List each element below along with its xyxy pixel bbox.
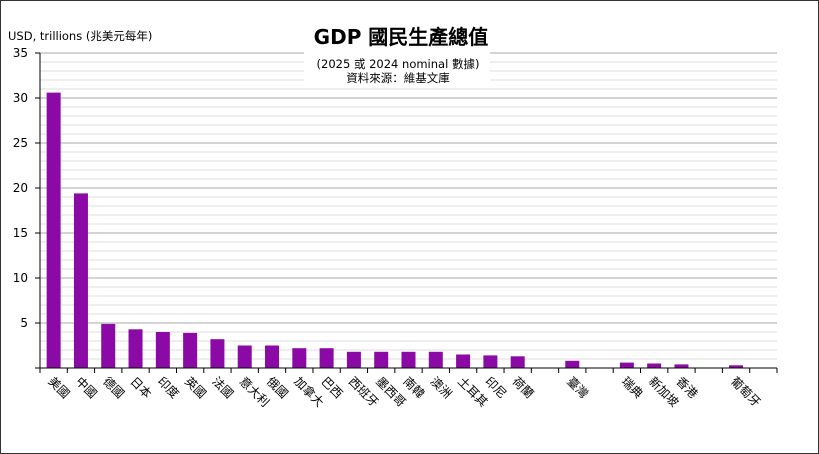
category-label: 荷蘭 — [510, 374, 537, 401]
bar — [237, 345, 252, 368]
category-label: 日本 — [127, 374, 154, 401]
category-label: 加拿大 — [291, 374, 327, 410]
category-label: 中國 — [73, 374, 101, 402]
bar — [73, 193, 88, 368]
category-label: 德國 — [100, 374, 128, 402]
bar — [292, 348, 307, 368]
bar — [456, 354, 471, 368]
bar — [647, 363, 662, 368]
category-label: 英國 — [182, 374, 209, 401]
bar — [619, 362, 634, 368]
y-tick-label: 10 — [13, 271, 28, 285]
bar — [46, 92, 61, 368]
category-label: 西班牙 — [346, 374, 381, 409]
y-tick-label: 15 — [13, 226, 28, 240]
y-tick-label: 20 — [13, 181, 28, 195]
y-tick-label: 5 — [20, 316, 28, 330]
y-tick-label: 35 — [13, 46, 28, 60]
y-axis-label: USD, trillions (兆美元每年) — [8, 29, 152, 43]
category-label: 臺灣 — [564, 374, 592, 402]
bar — [101, 323, 116, 368]
bar — [128, 329, 143, 368]
bar — [565, 360, 580, 368]
bar — [346, 351, 361, 368]
bar — [265, 345, 280, 368]
chart-source: 資料來源：維基文庫 — [346, 71, 450, 85]
category-label: 法國 — [209, 374, 236, 401]
title-background — [304, 24, 490, 88]
plot-area — [40, 53, 777, 368]
grid — [40, 52, 777, 369]
bar — [510, 356, 525, 368]
category-label: 澳洲 — [428, 374, 455, 401]
bar — [729, 365, 744, 368]
chart-subtitle: (2025 或 2024 nominal 數據) — [317, 57, 480, 71]
category-label: 土耳其 — [455, 374, 490, 409]
bar — [210, 339, 225, 368]
category-label: 美國 — [46, 374, 73, 401]
bar — [401, 351, 416, 368]
category-label: 葡萄牙 — [728, 374, 763, 409]
y-tick-label: 30 — [13, 91, 28, 105]
category-label: 印度 — [155, 374, 183, 402]
category-label: 意大利 — [237, 374, 273, 410]
category-label: 新加坡 — [646, 374, 682, 410]
bar — [319, 348, 334, 368]
bar — [155, 332, 170, 368]
y-tick-labels: 5 10 15 20 25 30 35 — [13, 46, 28, 330]
axes — [35, 52, 778, 373]
category-label: 墨西哥 — [373, 374, 408, 409]
bar — [374, 351, 389, 368]
bar — [183, 332, 198, 368]
bar — [483, 355, 498, 368]
chart-title: GDP 國民生產總值 — [314, 25, 489, 49]
bars — [46, 92, 744, 368]
bar — [428, 351, 443, 368]
category-label: 瑞典 — [619, 374, 646, 401]
y-tick-label: 25 — [13, 136, 28, 150]
category-labels: 美國 中國 德國 日本 印度 英國 法國 意大利俄國 加拿大巴西 西班牙墨西哥南韓 澳洲 土耳其印尼荷… — [46, 374, 764, 410]
bar — [674, 364, 689, 368]
